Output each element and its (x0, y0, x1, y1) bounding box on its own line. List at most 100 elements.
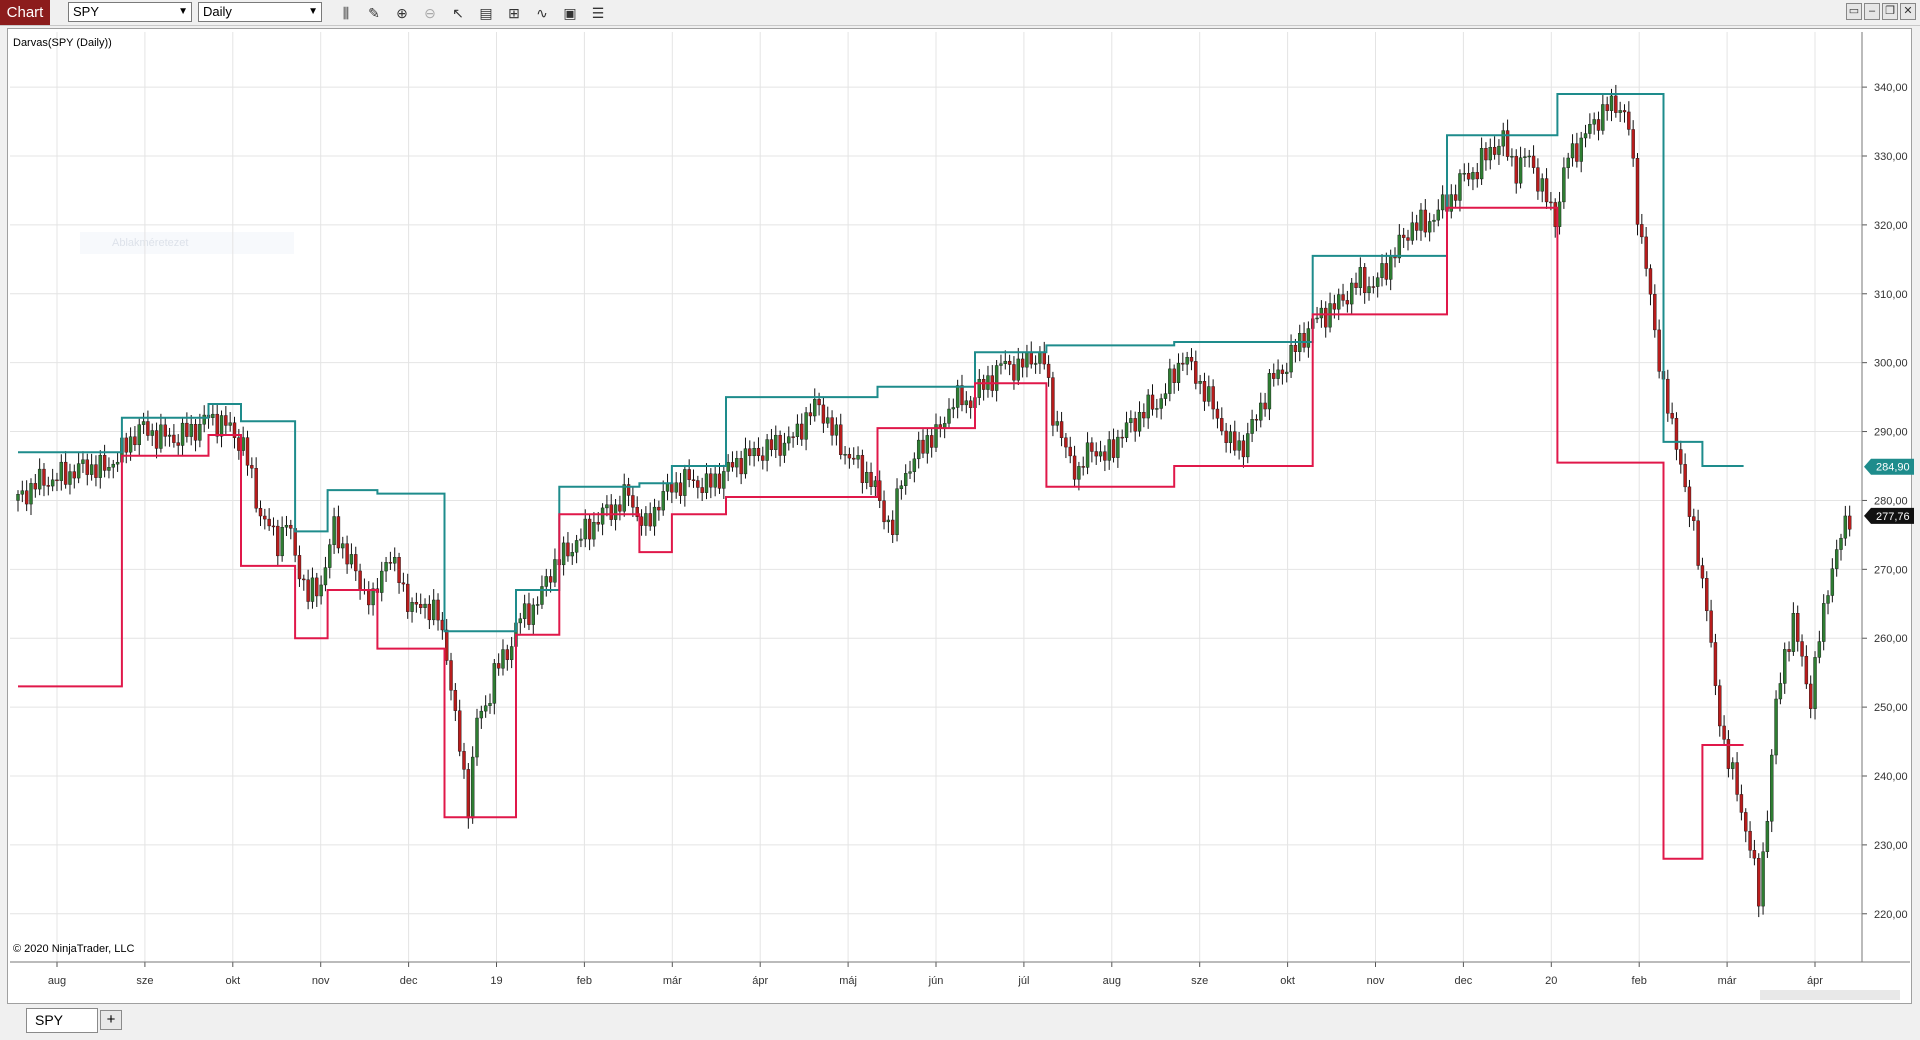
menu-icon[interactable]: ▭ (1846, 3, 1862, 20)
candle-down (1640, 224, 1644, 238)
chart-panel[interactable] (7, 28, 1912, 1004)
candle-down (639, 516, 644, 526)
candle-up (1016, 358, 1020, 381)
interval-selector[interactable]: Daily ▼ (198, 2, 322, 22)
candle-down (354, 554, 358, 572)
y-tick-label: 230,00 (1874, 840, 1908, 852)
candle-up (1380, 263, 1384, 278)
candle-down (453, 690, 458, 711)
candle-down (440, 619, 445, 631)
upper-price-marker (1864, 458, 1914, 475)
candle-up (483, 705, 488, 712)
minimize-icon[interactable]: – (1864, 3, 1880, 20)
close-icon[interactable]: ✕ (1900, 3, 1916, 20)
candle-down (609, 504, 613, 520)
horizontal-scrollbar[interactable] (1760, 990, 1900, 1000)
bars-type-icon[interactable]: ⫼ (342, 5, 350, 21)
candle-down (1657, 329, 1661, 372)
candle-down (1051, 377, 1055, 426)
add-tab-button[interactable]: + (100, 1010, 122, 1030)
candle-down (709, 473, 713, 488)
draw-pencil-icon[interactable]: ✎ (368, 5, 380, 21)
candle-down (1103, 451, 1107, 461)
candle-down (176, 442, 180, 446)
candle-up (59, 461, 64, 481)
candle-down (566, 542, 570, 557)
candle-up (787, 436, 791, 444)
candle-up (544, 576, 548, 587)
candle-up (1570, 143, 1575, 159)
candle-up (137, 424, 141, 446)
candle-down (444, 629, 449, 661)
chart-window-tab[interactable]: Chart (0, 0, 50, 25)
drawing-tools-icon[interactable]: ▣ (563, 5, 577, 21)
candle-up (583, 518, 587, 540)
candle-up (1562, 167, 1566, 203)
candle-down (85, 459, 89, 475)
candle-down (1648, 268, 1653, 295)
candle-up (509, 646, 514, 660)
candle-down (778, 434, 782, 456)
properties-icon[interactable]: ☰ (591, 5, 605, 21)
candle-up (1419, 209, 1423, 231)
candle-down (232, 422, 237, 438)
candle-up (332, 516, 336, 545)
indicators-icon[interactable]: ∿ (536, 5, 548, 21)
tab-spy[interactable]: SPY (26, 1008, 98, 1033)
instrument-selector[interactable]: SPY ▼ (68, 2, 192, 22)
zoom-in-icon[interactable]: ⊕ (396, 5, 408, 21)
candle-up (1839, 537, 1843, 550)
candle-down (1072, 455, 1077, 480)
candle-up (1501, 130, 1505, 147)
zoom-out-icon[interactable]: ⊖ (424, 5, 436, 21)
candle-down (696, 480, 700, 488)
candle-down (297, 555, 302, 580)
candle-up (1510, 155, 1514, 158)
pointer-icon[interactable]: ↖ (452, 5, 464, 21)
candle-down (1670, 413, 1674, 419)
candle-up (782, 442, 787, 456)
restore-icon[interactable]: ❐ (1882, 3, 1898, 20)
candle-down (1752, 850, 1757, 859)
candle-down (791, 436, 795, 438)
candle-up (1813, 657, 1817, 709)
candle-up (1168, 368, 1172, 394)
candle-down (419, 604, 423, 608)
candle-up (570, 552, 574, 557)
data-box-icon[interactable]: ▤ (479, 5, 493, 21)
strategies-icon[interactable]: ⊞ (508, 5, 520, 21)
candle-up (1137, 412, 1142, 432)
candle-down (263, 515, 267, 520)
candle-up (167, 434, 172, 437)
candle-up (141, 421, 146, 425)
candle-down (1371, 286, 1376, 288)
candle-down (1674, 417, 1679, 450)
candle-up (1116, 436, 1120, 458)
candle-down (1531, 155, 1536, 168)
candle-down (1220, 418, 1224, 432)
candle-down (631, 495, 635, 508)
candle-up (1778, 683, 1783, 700)
candle-down (1007, 360, 1012, 365)
candle-up (20, 490, 25, 495)
candle-down (55, 479, 59, 482)
candle-up (319, 584, 323, 597)
candle-up (1246, 433, 1250, 458)
candle-down (678, 482, 683, 496)
candle-down (1042, 352, 1046, 365)
x-tick-label: feb (577, 975, 592, 987)
candle-up (1817, 641, 1822, 658)
candle-down (289, 524, 293, 529)
candle-down (250, 465, 254, 469)
toolbar-icons: ⫼ ✎ ⊕ ⊖ ↖ ▤ ⊞ ∿ ▣ ☰ (334, 3, 610, 23)
candle-down (1241, 440, 1246, 458)
y-tick-label: 330,00 (1874, 151, 1908, 163)
copyright-text: © 2020 NinjaTrader, LLC (13, 943, 135, 955)
candle-up (198, 424, 202, 441)
candle-down (1150, 394, 1155, 410)
candle-down (1362, 267, 1367, 294)
candle-down (63, 461, 68, 485)
candle-down (1735, 762, 1739, 795)
candle-up (955, 385, 960, 408)
